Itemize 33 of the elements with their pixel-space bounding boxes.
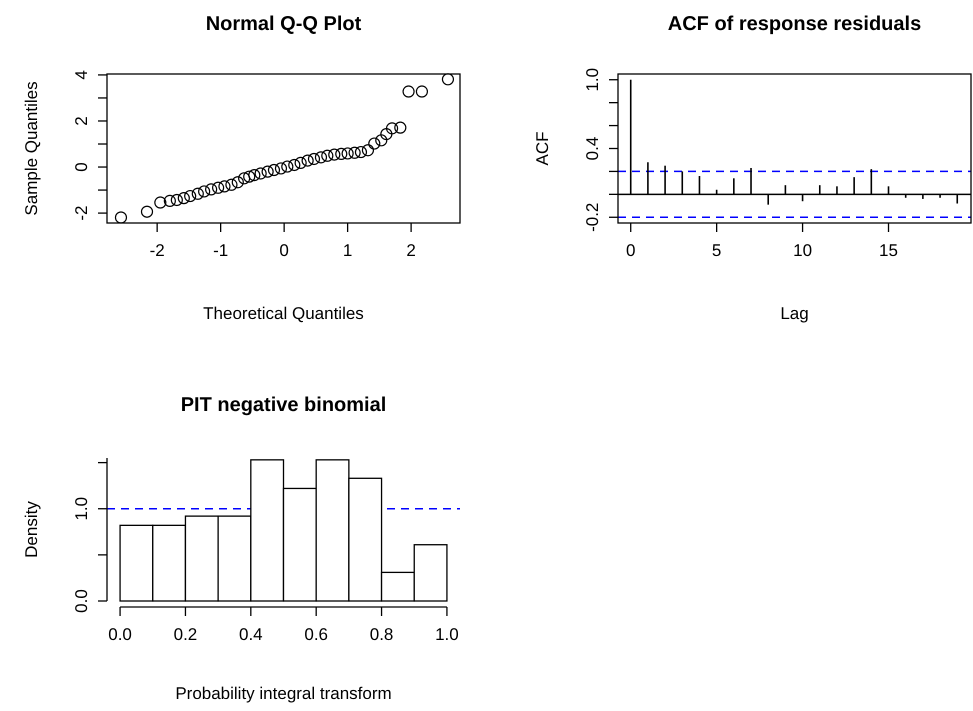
y-tick-label: -2 [72,206,91,221]
x-tick-label: 1 [342,241,352,260]
y-tick-label: 1.0 [583,68,602,92]
y-tick-label: -0.2 [583,202,602,232]
x-tick-label: 0.0 [108,625,132,644]
chart-title: ACF of response residuals [668,13,922,35]
y-axis-title: ACF [533,132,552,166]
y-axis-title: Density [22,500,41,558]
x-tick-label: 0 [626,241,636,260]
x-tick-label: 0.8 [370,625,394,644]
x-axis-title: Lag [780,304,809,323]
x-tick-label: 2 [406,241,416,260]
x-tick-label: -1 [213,241,228,260]
x-tick-label: 5 [712,241,722,260]
y-tick-label: 0 [72,162,91,172]
y-tick-label: 1.0 [72,496,91,521]
y-tick-label: 2 [72,116,91,126]
y-tick-label: 0.0 [72,589,91,613]
x-axis-title: Theoretical Quantiles [203,304,364,323]
x-tick-label: 0.2 [174,625,198,644]
y-axis-title: Sample Quantiles [22,81,41,216]
x-tick-label: 10 [793,241,812,260]
chart-title: PIT negative binomial [180,394,386,416]
chart-title: Normal Q-Q Plot [206,13,362,35]
y-tick-label: 4 [72,70,91,80]
x-tick-label: 1.0 [435,625,459,644]
x-axis-title: Probability integral transform [175,684,392,703]
x-tick-label: 0.6 [304,625,328,644]
x-tick-label: 15 [879,241,898,260]
y-tick-label: 0.4 [583,136,602,160]
x-tick-label: 0.4 [238,625,263,644]
x-tick-label: -2 [150,241,165,260]
x-tick-label: 0 [279,241,289,260]
